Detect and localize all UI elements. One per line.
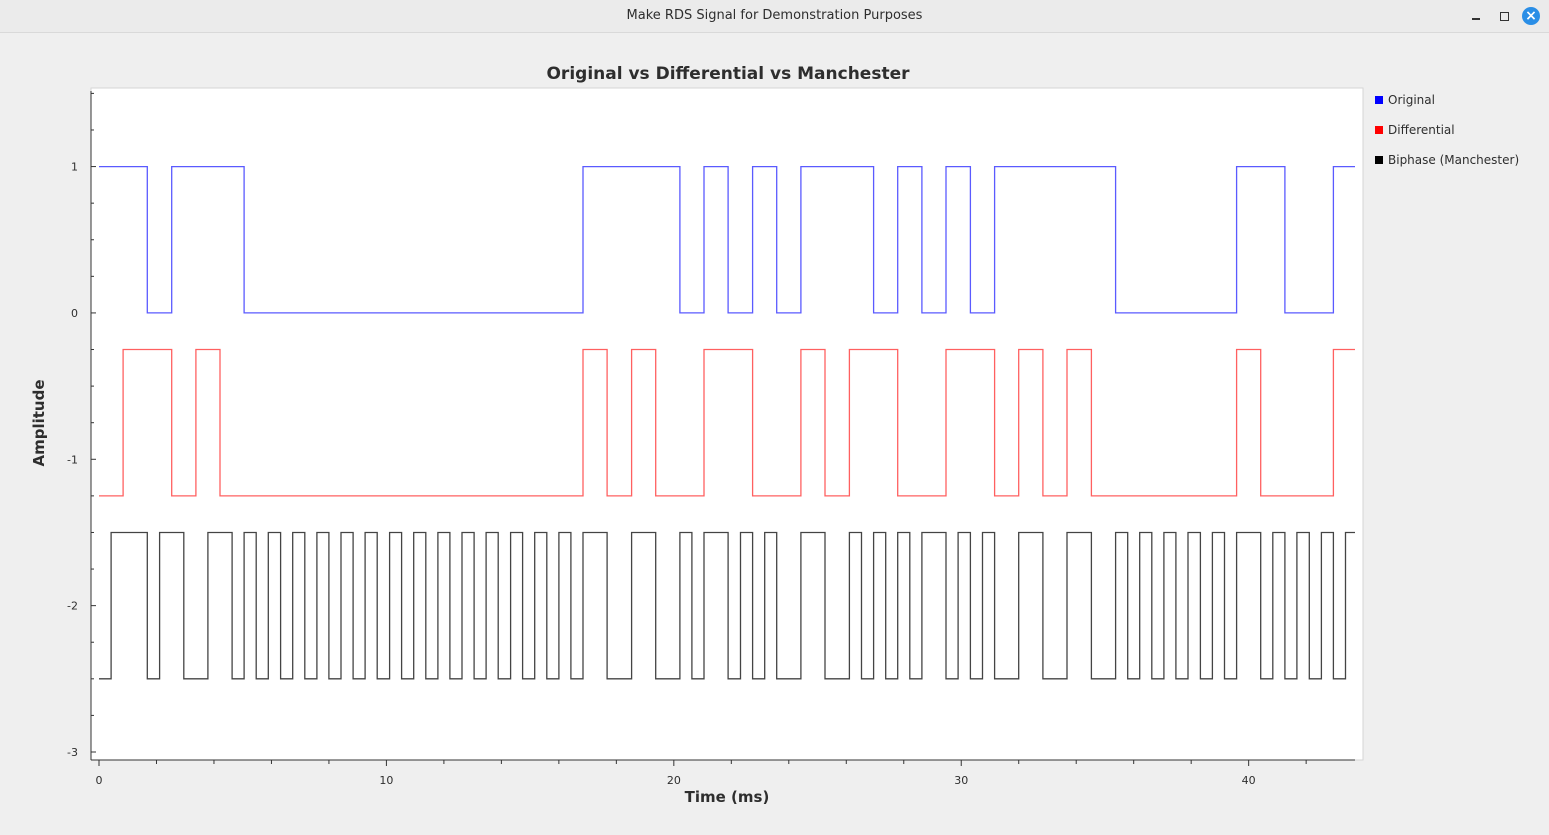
x-axis: 0 10 20 30 40: [91, 759, 1355, 787]
close-button[interactable]: ×: [1521, 6, 1541, 26]
series-line-2: [99, 531, 1355, 680]
window-titlebar[interactable]: Make RDS Signal for Demonstration Purpos…: [0, 0, 1549, 33]
legend-swatch: [1375, 156, 1383, 164]
legend-swatch: [1375, 126, 1383, 134]
series-line-1: [99, 348, 1355, 497]
legend-entry[interactable]: Differential: [1388, 123, 1455, 137]
x-tick-label: 40: [1242, 774, 1256, 787]
legend[interactable]: Original Differential Biphase (Manchester): [1375, 93, 1519, 167]
y-tick-label: -1: [67, 453, 78, 466]
y-tick-label: 1: [71, 161, 78, 174]
legend-swatch: [1375, 96, 1383, 104]
legend-entry[interactable]: Original: [1388, 93, 1435, 107]
x-tick-label: 0: [96, 774, 103, 787]
series-line-0: [99, 165, 1355, 314]
x-tick-label: 20: [667, 774, 681, 787]
minimize-button[interactable]: [1466, 6, 1486, 26]
legend-entry[interactable]: Biphase (Manchester): [1388, 153, 1519, 167]
x-tick-label: 30: [954, 774, 968, 787]
series-group: [99, 165, 1355, 680]
chart[interactable]: Original vs Differential vs Manchester 1…: [0, 33, 1549, 835]
maximize-button[interactable]: [1494, 6, 1514, 26]
close-icon: ×: [1522, 7, 1540, 25]
y-tick-label: -3: [67, 746, 78, 759]
chart-title: Original vs Differential vs Manchester: [546, 64, 910, 84]
y-axis-label: Amplitude: [30, 379, 48, 466]
plot-area-container: Original vs Differential vs Manchester 1…: [0, 33, 1549, 835]
x-axis-label: Time (ms): [685, 788, 770, 806]
maximize-icon: [1499, 11, 1509, 21]
plot-canvas[interactable]: [90, 87, 1364, 761]
minimize-icon: [1472, 18, 1480, 20]
x-tick-label: 10: [379, 774, 393, 787]
y-tick-label: 0: [71, 307, 78, 320]
y-tick-label: -2: [67, 600, 78, 613]
window-title: Make RDS Signal for Demonstration Purpos…: [626, 8, 923, 23]
y-axis: 1 0 -1 -2 -3: [67, 91, 96, 760]
